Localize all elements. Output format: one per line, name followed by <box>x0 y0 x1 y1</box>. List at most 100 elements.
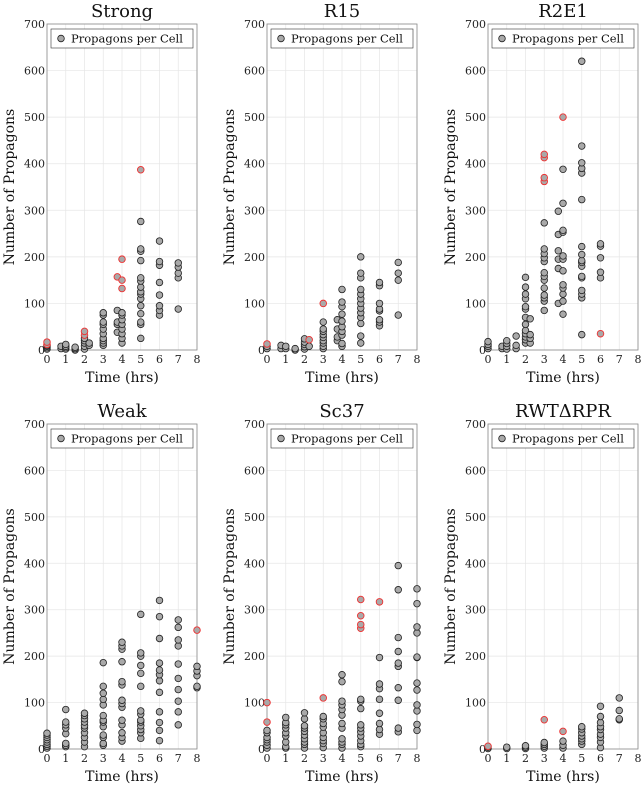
data-point <box>357 695 365 704</box>
x-tick-label: 7 <box>395 353 402 366</box>
x-tick-label: 4 <box>560 752 567 765</box>
data-point <box>99 739 107 748</box>
data-point <box>554 247 563 255</box>
x-tick-label: 7 <box>616 353 623 366</box>
y-tick-label: 0 <box>258 743 265 756</box>
data-point <box>578 242 586 251</box>
data-point <box>338 310 346 318</box>
legend-marker <box>277 34 285 43</box>
y-tick-label: 200 <box>24 251 45 264</box>
data-point <box>174 721 182 729</box>
y-tick-label: 400 <box>244 557 265 570</box>
y-tick-label: 500 <box>465 511 486 524</box>
y-tick-label: 300 <box>465 204 486 217</box>
data-point <box>155 666 164 674</box>
data-point <box>155 736 164 745</box>
data-point <box>137 661 145 670</box>
y-axis-label: Number of Propagons <box>222 109 238 265</box>
y-tick-label: 200 <box>244 650 265 663</box>
data-point <box>99 318 107 326</box>
data-point <box>99 711 107 720</box>
data-point <box>559 226 567 235</box>
legend-marker <box>57 34 65 43</box>
x-tick-label: 0 <box>485 353 492 366</box>
data-point <box>193 662 201 671</box>
x-tick-label: 1 <box>62 353 69 366</box>
data-point <box>155 612 164 621</box>
y-tick-label: 400 <box>465 158 486 171</box>
x-tick-label: 6 <box>156 752 163 765</box>
x-tick-label: 3 <box>100 353 107 366</box>
data-point <box>357 319 365 328</box>
data-point <box>394 258 402 267</box>
data-point <box>559 165 567 174</box>
y-tick-label: 600 <box>465 464 486 477</box>
data-point <box>155 278 164 287</box>
highlighted-data-point <box>375 598 384 606</box>
y-tick-label: 300 <box>244 604 265 617</box>
data-point <box>578 272 586 281</box>
y-tick-label: 200 <box>24 650 45 663</box>
data-point <box>99 689 107 697</box>
data-point <box>155 257 164 266</box>
subplot-title: R2E1 <box>538 1 588 22</box>
y-tick-label: 600 <box>24 65 45 78</box>
x-tick-label: 8 <box>414 353 421 366</box>
x-tick-label: 4 <box>119 752 126 765</box>
x-tick-label: 2 <box>81 353 88 366</box>
y-tick-label: 100 <box>244 297 265 310</box>
x-axis-label: Time (hrs) <box>305 769 379 785</box>
y-tick-label: 600 <box>465 65 486 78</box>
data-point <box>615 715 623 723</box>
legend-label: Propagons per Cell <box>512 432 624 446</box>
data-point <box>282 713 290 722</box>
data-point <box>596 254 605 262</box>
y-tick-label: 700 <box>24 418 45 431</box>
subplot-title: Weak <box>97 401 147 422</box>
data-point <box>596 268 605 276</box>
data-point <box>615 694 623 702</box>
data-point <box>99 695 107 704</box>
data-point <box>137 682 145 691</box>
data-point <box>394 311 402 319</box>
legend: Propagons per Cell <box>491 428 635 449</box>
x-tick-label: 8 <box>194 752 201 765</box>
data-point <box>413 585 421 593</box>
data-point <box>300 722 309 730</box>
y-tick-label: 300 <box>244 204 265 217</box>
data-point <box>118 309 126 317</box>
y-tick-label: 300 <box>24 604 45 617</box>
subplot-rwtrpr: 0 1 2 3 4 5 6 7 80100200300400500600700RWTΔRPRTi… <box>443 401 642 785</box>
data-point <box>394 647 402 656</box>
x-tick-label: 5 <box>137 353 144 366</box>
highlighted-data-point <box>118 255 126 263</box>
data-point <box>282 738 290 746</box>
data-point <box>596 712 605 721</box>
legend: Propagons per Cell <box>50 28 194 49</box>
highlighted-data-point <box>193 626 201 634</box>
highlighted-data-point <box>136 166 145 174</box>
x-tick-label: 7 <box>616 752 623 765</box>
y-tick-label: 400 <box>24 557 45 570</box>
data-point <box>540 245 548 253</box>
data-point <box>155 726 164 735</box>
data-point <box>413 653 421 661</box>
data-point <box>99 309 107 317</box>
data-point <box>137 649 145 657</box>
legend-box <box>491 428 635 449</box>
data-point <box>118 716 126 724</box>
y-tick-label: 200 <box>465 650 486 663</box>
data-point <box>137 716 145 724</box>
data-point <box>174 616 182 624</box>
y-tick-label: 0 <box>258 344 265 357</box>
data-point <box>282 342 290 350</box>
data-point <box>503 336 511 345</box>
x-tick-label: 0 <box>44 752 51 765</box>
legend-box <box>50 428 194 449</box>
data-point <box>305 342 313 350</box>
data-point <box>62 705 70 714</box>
data-point <box>394 276 402 284</box>
data-point <box>375 719 384 728</box>
y-tick-label: 700 <box>244 418 265 431</box>
legend-marker <box>277 434 285 443</box>
